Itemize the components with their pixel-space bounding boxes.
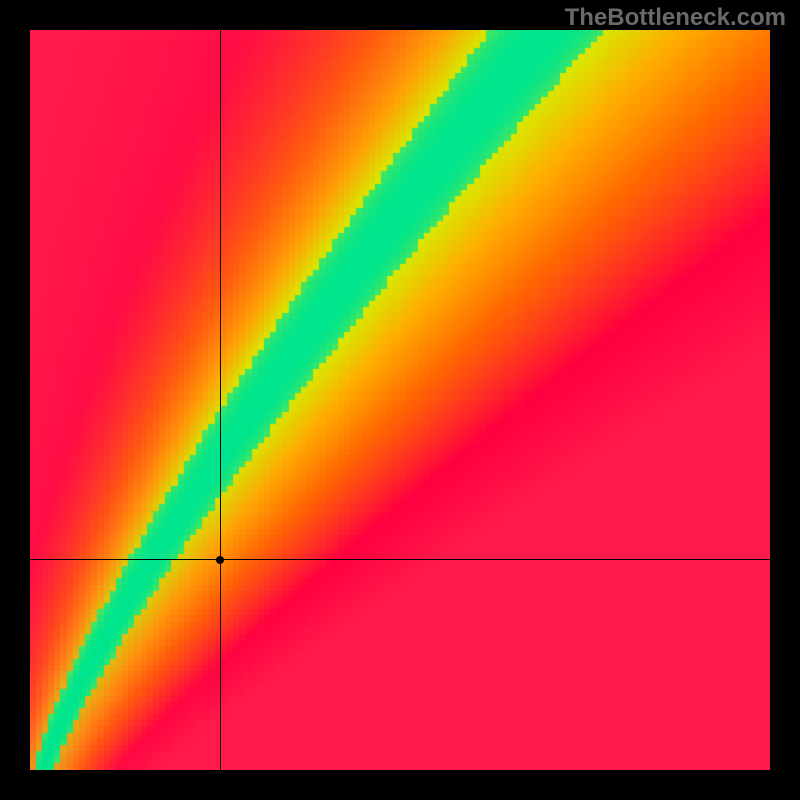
bottleneck-heatmap [30,30,770,770]
crosshair-horizontal [30,559,770,560]
watermark-text: TheBottleneck.com [565,4,786,32]
frame-bottom [0,770,800,800]
crosshair-dot [216,556,224,564]
crosshair-vertical [220,30,221,770]
root: TheBottleneck.com [0,0,800,800]
frame-left [0,0,30,800]
frame-right [770,0,800,800]
